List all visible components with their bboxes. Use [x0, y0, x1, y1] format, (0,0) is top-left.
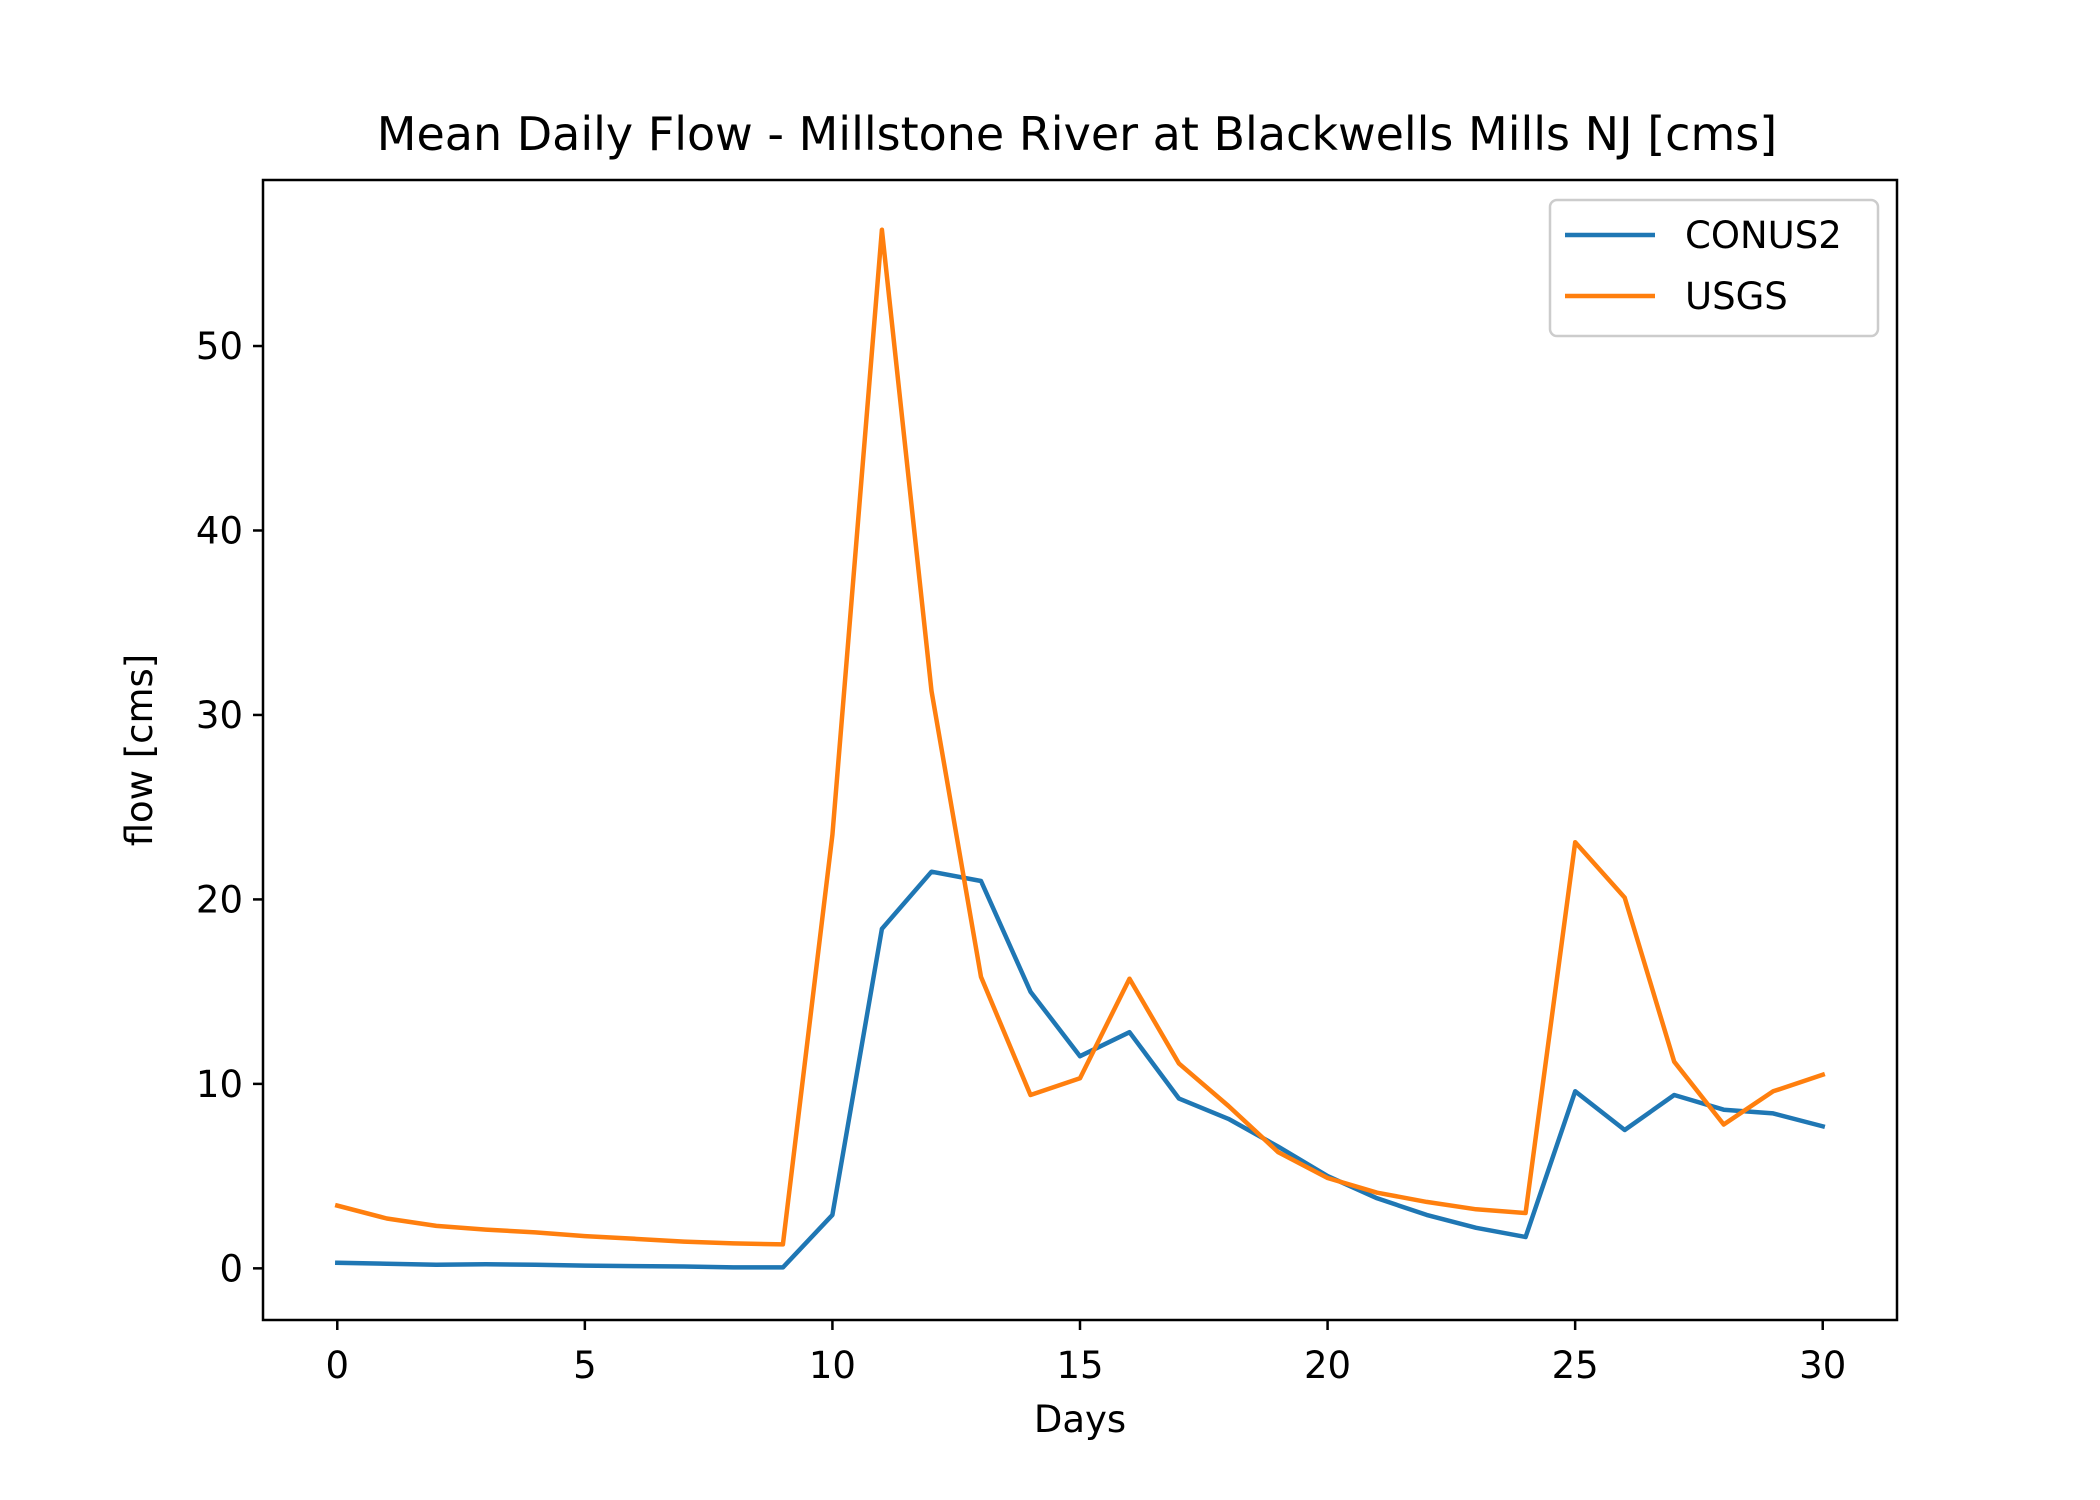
x-tick-label: 5	[573, 1344, 597, 1387]
chart-title: Mean Daily Flow - Millstone River at Bla…	[377, 107, 1777, 161]
y-tick-label: 10	[196, 1063, 243, 1106]
series-line-conus2	[335, 869, 1826, 1270]
x-axis-label: Days	[1034, 1398, 1126, 1441]
x-axis: 0 5 10 15 20 25 30	[325, 1320, 1846, 1387]
y-tick-label: 30	[196, 694, 243, 737]
y-tick-label: 40	[196, 509, 243, 552]
x-tick-label: 15	[1056, 1344, 1103, 1387]
y-tick-label: 20	[196, 878, 243, 921]
y-axis: 0 10 20 30 40 50	[196, 325, 263, 1290]
x-tick-label: 10	[809, 1344, 856, 1387]
legend-label-usgs: USGS	[1685, 275, 1788, 318]
x-tick-label: 30	[1799, 1344, 1846, 1387]
x-tick-label: 20	[1304, 1344, 1351, 1387]
y-tick-label: 50	[196, 325, 243, 368]
x-tick-label: 25	[1552, 1344, 1599, 1387]
legend-label-conus2: CONUS2	[1685, 214, 1842, 257]
y-axis-label: flow [cms]	[118, 654, 161, 847]
legend: CONUS2 USGS	[1548, 198, 1880, 338]
x-tick-label: 0	[325, 1344, 349, 1387]
y-tick-label: 0	[219, 1247, 243, 1290]
series-line-usgs	[334, 227, 1826, 1247]
plot-lines	[334, 227, 1826, 1270]
